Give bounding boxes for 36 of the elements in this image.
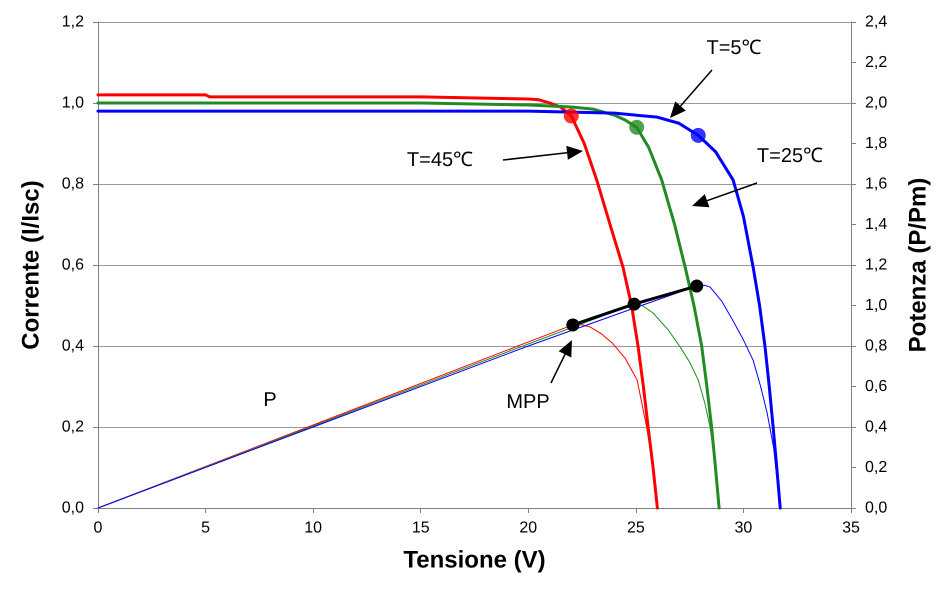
x-tick-label: 30 bbox=[734, 520, 752, 536]
y2-axis-title: Potenza (P/Pm) bbox=[904, 178, 932, 352]
annotation: T=45℃ bbox=[406, 149, 474, 171]
x-tick-label: 5 bbox=[201, 520, 210, 536]
x-tick-label: 10 bbox=[304, 520, 322, 536]
annotation: P bbox=[263, 389, 277, 411]
y2-tick-label: 1,4 bbox=[865, 216, 888, 233]
x-tick-label: 0 bbox=[94, 520, 103, 536]
y-tick-label: 1,0 bbox=[62, 94, 84, 112]
x-tick-label: 35 bbox=[842, 520, 860, 536]
x-tick-label: 25 bbox=[626, 520, 645, 536]
y2-tick-label: 1,0 bbox=[865, 297, 888, 314]
y2-tick-label: 0,4 bbox=[865, 418, 888, 436]
y-tick-label: 0,0 bbox=[62, 500, 84, 516]
y2-tick-label: 2,2 bbox=[865, 54, 888, 71]
y-axis-title: Corrente (I/Isc) bbox=[18, 180, 44, 350]
y2-tick-label: 0,2 bbox=[865, 459, 888, 476]
y-tick-label: 0,2 bbox=[62, 418, 84, 436]
x-axis-title: Tensione (V) bbox=[403, 546, 546, 574]
x-tick-label: 15 bbox=[412, 520, 430, 536]
y2-tick-label: 1,2 bbox=[865, 256, 888, 274]
annotation: MPP bbox=[506, 391, 550, 413]
annotation: T=5℃ bbox=[706, 37, 762, 59]
y2-tick-label: 2,0 bbox=[865, 94, 888, 112]
y-tick-label: 0,6 bbox=[62, 256, 84, 274]
y2-tick-label: 1,8 bbox=[865, 135, 888, 152]
y2-tick-label: 0,8 bbox=[865, 338, 888, 354]
annotation: T=25℃ bbox=[756, 145, 824, 167]
x-tick-label: 20 bbox=[519, 520, 538, 536]
y2-tick-label: 1,6 bbox=[865, 176, 888, 192]
y2-tick-label: 0,0 bbox=[865, 500, 888, 516]
y-tick-label: 1,2 bbox=[62, 14, 84, 30]
y2-tick-label: 2,4 bbox=[865, 14, 888, 30]
y-tick-label: 0,8 bbox=[62, 176, 84, 192]
y2-tick-label: 0,6 bbox=[865, 378, 888, 395]
y-tick-label: 0,4 bbox=[62, 338, 84, 354]
